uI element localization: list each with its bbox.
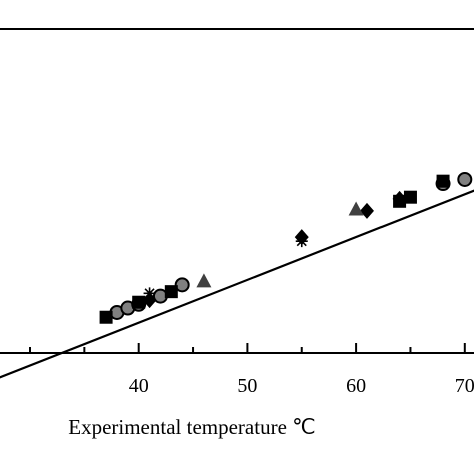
- data-point-circle: [174, 277, 190, 293]
- data-point-square: [436, 174, 450, 188]
- x-tick-label: 50: [237, 375, 257, 397]
- data-point-triangle: [348, 201, 364, 216]
- data-point-square: [99, 310, 113, 324]
- plot-frame: [0, 28, 474, 354]
- data-point-square: [164, 285, 178, 299]
- x-axis-title: Experimental temperature ℃: [68, 415, 315, 439]
- x-tick-label: 40: [129, 375, 149, 397]
- data-point-circle: [457, 171, 473, 187]
- data-point-diamond: [359, 202, 374, 219]
- data-point-square: [403, 190, 417, 204]
- x-tick-label: 60: [346, 375, 366, 397]
- x-axis-ticks: 4050607080: [29, 343, 474, 397]
- data-point-star: [295, 235, 308, 248]
- data-point-star: [143, 287, 156, 300]
- x-tick-label: 70: [455, 375, 474, 397]
- data-point-square: [132, 295, 146, 309]
- data-point-diamond: [392, 190, 407, 207]
- data-markers: [99, 171, 473, 324]
- data-point-triangle: [196, 273, 212, 288]
- fit-line: [0, 189, 474, 379]
